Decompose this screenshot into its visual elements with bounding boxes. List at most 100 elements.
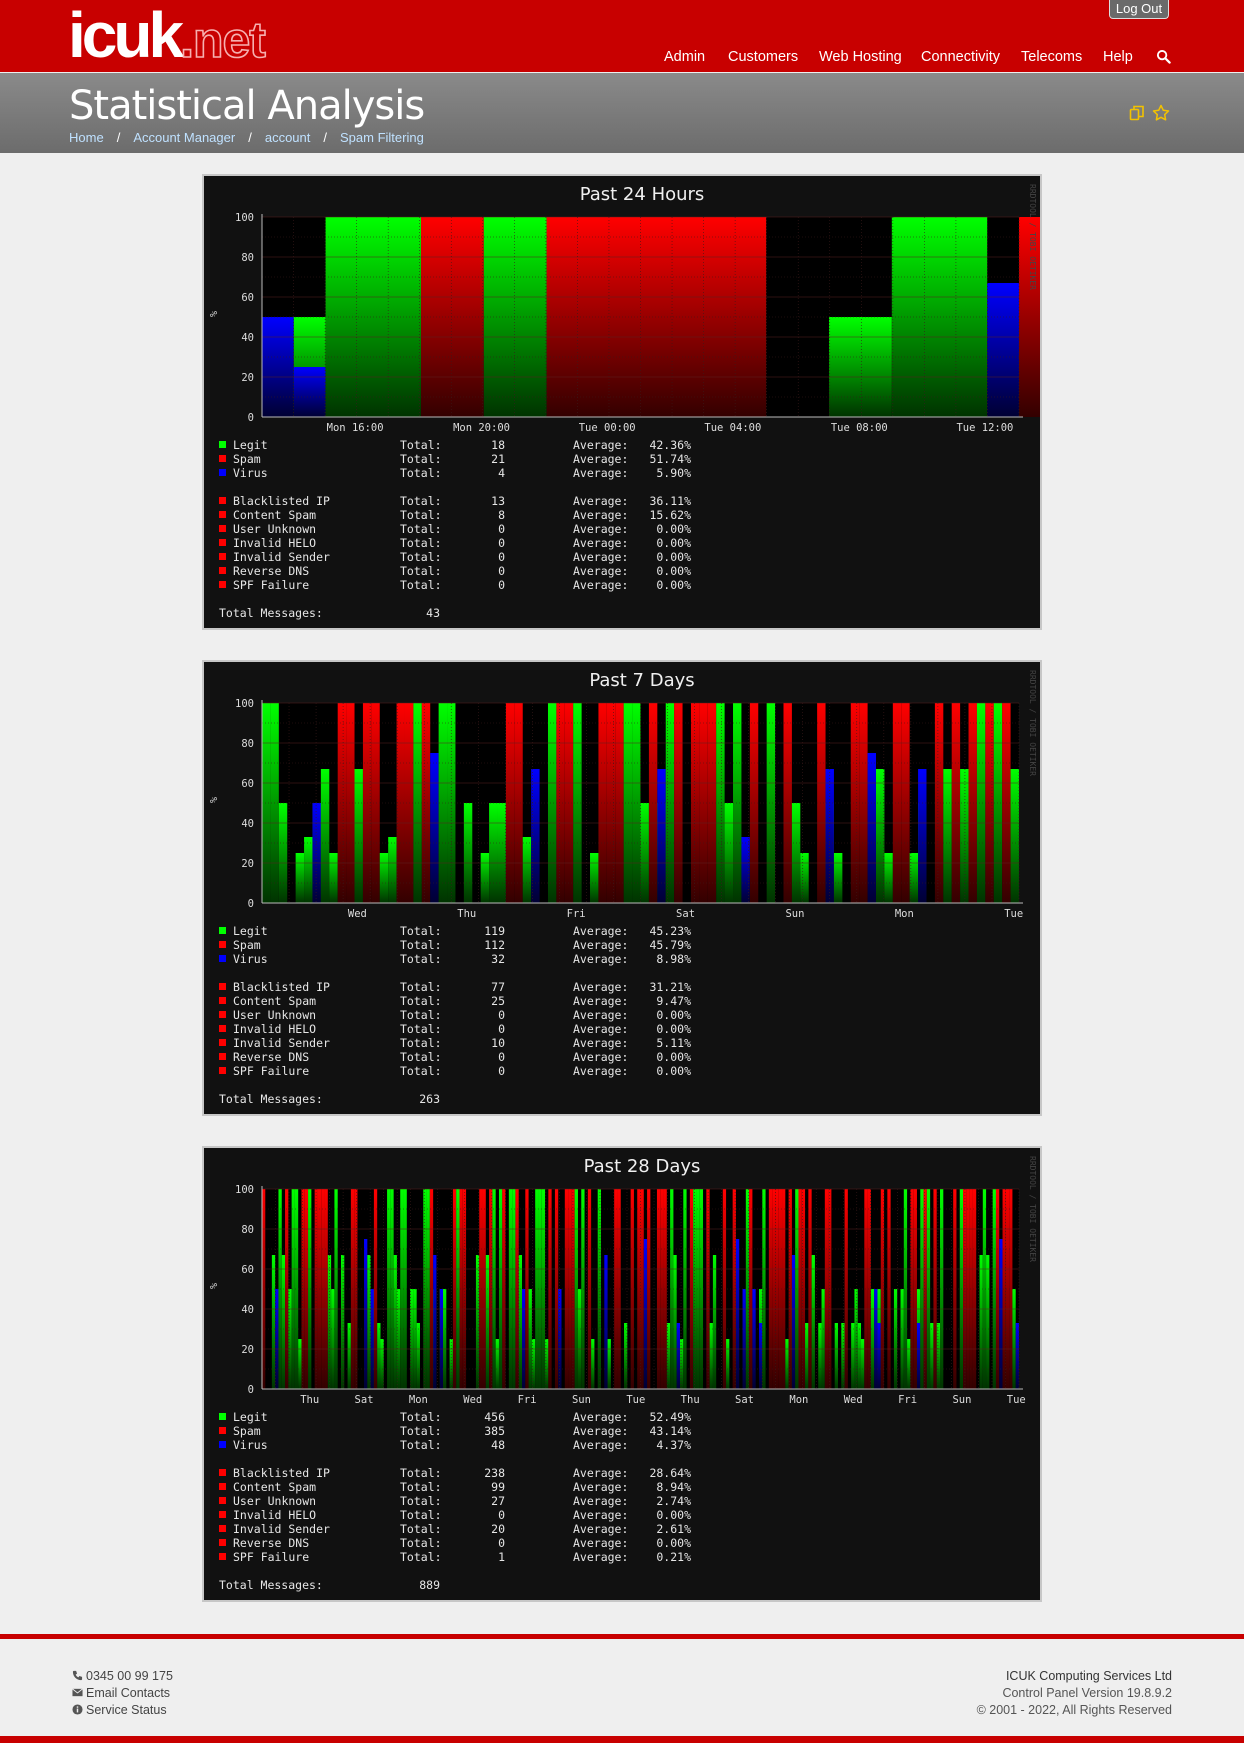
legend-average: 0.00% (656, 1022, 691, 1036)
spam-bar (1002, 1189, 1006, 1389)
breadcrumb-spam-filtering[interactable]: Spam Filtering (340, 130, 424, 145)
legend-swatch (219, 1483, 226, 1490)
legend-total: 27 (491, 1494, 505, 1508)
x-tick-label: Sun (952, 1394, 971, 1406)
legit-bar (907, 1339, 911, 1389)
nav-telecoms[interactable]: Telecoms (1021, 49, 1083, 65)
spam-bar (953, 1189, 957, 1389)
legit-bar (712, 1255, 717, 1389)
legit-bar (640, 803, 649, 903)
nav-admin[interactable]: Admin (664, 49, 706, 65)
legend-label: Total: (400, 1550, 442, 1564)
y-tick-label: 40 (241, 332, 254, 344)
legend-swatch (219, 1427, 226, 1434)
footer-email-contacts[interactable]: Email Contacts (72, 1686, 170, 1700)
legend-swatch (219, 1039, 226, 1046)
breadcrumb-account[interactable]: account (264, 130, 311, 145)
legend-total: 119 (484, 924, 505, 938)
legend-total: 77 (491, 980, 505, 994)
x-tick-label: Wed (348, 908, 367, 920)
envelope-icon (72, 1688, 83, 1697)
nav-connectivity[interactable]: Connectivity (921, 49, 1000, 65)
legit-bar (726, 1339, 730, 1389)
footer-service-status[interactable]: Service Status (72, 1703, 167, 1717)
nav-customers[interactable]: Customers (728, 49, 799, 65)
legend-label: Average: (573, 1494, 629, 1508)
y-tick-label: 80 (241, 1224, 254, 1236)
legit-bar (976, 703, 986, 903)
legit-bar (463, 803, 473, 903)
legend-name: SPF Failure (233, 578, 310, 592)
legit-bar (291, 1189, 295, 1389)
x-tick-label: Sat (735, 1394, 754, 1406)
legit-bar (900, 1289, 904, 1389)
legit-bar (334, 1189, 338, 1389)
legend-swatch (219, 1025, 226, 1032)
legit-bar (876, 769, 885, 903)
search-icon[interactable] (1156, 49, 1171, 64)
legit-bar (861, 1339, 865, 1389)
legit-bar (851, 1323, 855, 1389)
legend-total: 32 (491, 952, 505, 966)
spam-bar (568, 1189, 572, 1389)
virus-bar (522, 1289, 526, 1389)
legit-bar (884, 853, 893, 903)
x-tick-label: Thu (300, 1394, 319, 1406)
legend-label: Average: (573, 508, 629, 522)
legend-name: Content Spam (233, 994, 317, 1008)
spam-bar (880, 1189, 885, 1389)
virus-bar (604, 1255, 608, 1389)
legend-swatch (219, 497, 226, 504)
y-tick-label: 80 (241, 252, 254, 264)
nav-help[interactable]: Help (1103, 49, 1133, 65)
x-tick-label: Fri (898, 1394, 917, 1406)
legit-bar (416, 1323, 420, 1389)
legend-name: Invalid Sender (233, 1036, 330, 1050)
legit-bar (400, 1189, 404, 1389)
spam-bar (301, 1189, 305, 1389)
legend-swatch (219, 1553, 226, 1560)
breadcrumb-home[interactable]: Home (69, 130, 104, 145)
legend-label: Total: (400, 494, 442, 508)
breadcrumb-account-manager[interactable]: Account Manager (133, 130, 236, 145)
legend-label: Average: (573, 494, 629, 508)
legend-label: Total: (400, 994, 442, 1008)
legit-bar (541, 1189, 546, 1389)
y-axis-label: % (209, 1283, 220, 1289)
legend-average: 4.37% (656, 1438, 691, 1452)
legit-bar (733, 703, 742, 903)
spam-bar (479, 1189, 483, 1389)
spam-bar (564, 703, 574, 903)
y-tick-label: 0 (248, 412, 254, 424)
legend-name: Virus (233, 1438, 268, 1452)
legit-bar (262, 703, 271, 903)
legend-average: 51.74% (649, 452, 691, 466)
x-tick-label: Sun (572, 1394, 591, 1406)
legit-bar (518, 1255, 523, 1389)
legit-bar (410, 1289, 414, 1389)
legend-name: Reverse DNS (233, 1050, 310, 1064)
spam-bar (421, 703, 431, 903)
logout-button[interactable]: Log Out (1109, 0, 1169, 19)
site-logo[interactable]: icuk.net (68, 0, 267, 71)
star-icon[interactable] (1152, 104, 1170, 122)
legend-name: SPF Failure (233, 1064, 310, 1078)
legit-bar (666, 1323, 671, 1389)
legend-label: Total: (400, 1410, 442, 1424)
legit-bar (379, 853, 389, 903)
legit-bar (943, 769, 952, 903)
legend-name: User Unknown (233, 522, 317, 536)
nav-web-hosting[interactable]: Web Hosting (819, 49, 902, 65)
legend-label: Average: (573, 1466, 629, 1480)
legend-name: Legit (233, 438, 268, 452)
virus-bar (657, 769, 666, 903)
copy-icon[interactable] (1128, 104, 1146, 122)
footer-phone[interactable]: 0345 00 99 175 (72, 1669, 173, 1683)
virus-bar (877, 1323, 881, 1389)
legend-label: Average: (573, 452, 629, 466)
legend-average: 2.61% (656, 1522, 691, 1536)
legend-label: Total: (400, 1494, 442, 1508)
legend-swatch (219, 525, 226, 532)
spam-bar (598, 703, 607, 903)
x-tick-label: Sun (785, 908, 804, 920)
